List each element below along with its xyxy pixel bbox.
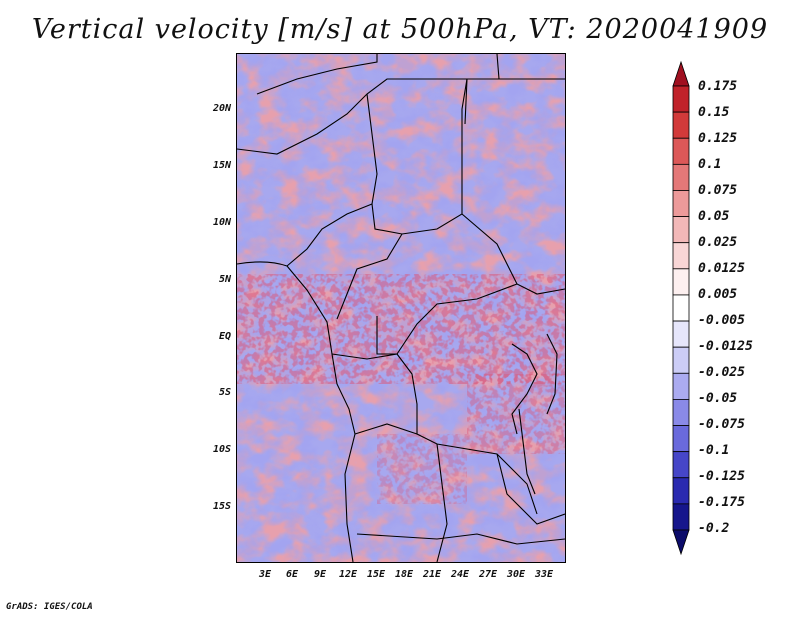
lat-label-eq: EQ — [218, 331, 231, 342]
colorbar-label: 0.125 — [698, 131, 738, 146]
colorbar — [672, 60, 690, 556]
lon-label-15e: 15E — [366, 569, 386, 580]
lon-label-33e: 33E — [534, 569, 554, 580]
colorbar-label: 0.075 — [698, 183, 738, 198]
colorbar-label: -0.1 — [698, 443, 730, 458]
velocity-field — [237, 54, 565, 562]
colorbar-label: -0.025 — [698, 365, 745, 380]
colorbar-label: 0.025 — [698, 235, 738, 250]
colorbar-segment — [672, 294, 690, 322]
map-plot-area — [236, 53, 566, 563]
colorbar-label: 0.175 — [698, 79, 738, 94]
lat-label-15s: 15S — [212, 501, 231, 512]
lon-label-27e: 27E — [478, 569, 498, 580]
colorbar-segment — [672, 451, 690, 479]
colorbar-segment — [672, 111, 690, 139]
colorbar-segment — [672, 163, 690, 191]
colorbar-segment — [672, 372, 690, 400]
colorbar-segment — [672, 503, 690, 531]
lat-label-5n: 5N — [218, 274, 231, 285]
colorbar-label: -0.0125 — [698, 339, 753, 354]
colorbar-segment — [672, 425, 690, 453]
lat-label-10s: 10S — [212, 444, 231, 455]
colorbar-label: 0.05 — [698, 209, 730, 224]
lon-label-21e: 21E — [422, 569, 442, 580]
colorbar-segment — [672, 60, 690, 87]
colorbar-label: -0.005 — [698, 313, 745, 328]
colorbar-label: 0.15 — [698, 105, 730, 120]
lat-label-5s: 5S — [218, 387, 231, 398]
colorbar-segment — [672, 346, 690, 374]
lon-label-9e: 9E — [313, 569, 327, 580]
lat-label-10n: 10N — [212, 217, 231, 228]
colorbar-label: -0.05 — [698, 391, 738, 406]
lon-label-3e: 3E — [258, 569, 272, 580]
colorbar-label: -0.175 — [698, 495, 745, 510]
colorbar-segment — [672, 399, 690, 426]
colorbar-segment — [672, 320, 690, 348]
lon-label-18e: 18E — [394, 569, 414, 580]
colorbar-segment — [672, 190, 690, 217]
colorbar-segment — [672, 529, 690, 556]
colorbar-label: 0.1 — [698, 157, 722, 172]
lon-label-24e: 24E — [450, 569, 470, 580]
colorbar-segment — [672, 242, 690, 270]
lon-label-6e: 6E — [285, 569, 299, 580]
colorbar-label: -0.125 — [698, 469, 745, 484]
colorbar-segment — [672, 477, 690, 505]
lon-label-12e: 12E — [338, 569, 358, 580]
colorbar-label: 0.0125 — [698, 261, 745, 276]
colorbar-label: -0.2 — [698, 521, 730, 536]
colorbar-segment — [672, 137, 690, 165]
lat-label-15n: 15N — [212, 160, 231, 171]
colorbar-segment — [672, 216, 690, 244]
map-title: Vertical velocity [m/s] at 500hPa, VT: 2… — [31, 14, 769, 45]
lon-label-30e: 30E — [506, 569, 526, 580]
colorbar-label: -0.075 — [698, 417, 745, 432]
lat-label-20n: 20N — [212, 103, 231, 114]
colorbar-segment — [672, 85, 690, 113]
colorbar-segment — [672, 268, 690, 296]
colorbar-label: 0.005 — [698, 287, 738, 302]
grads-credit: GrADS: IGES/COLA — [6, 602, 93, 612]
